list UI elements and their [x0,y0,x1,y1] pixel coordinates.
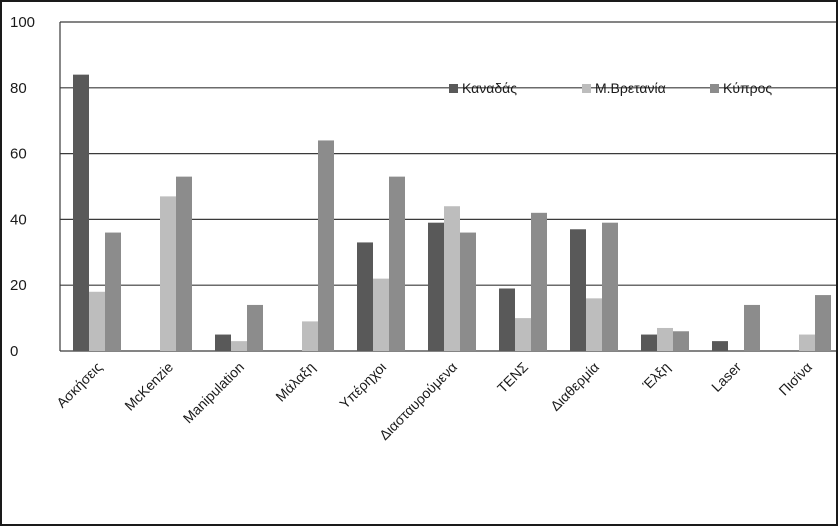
bar-2-11 [799,334,815,351]
bar-3-7 [531,212,547,351]
y-tick-label: 0 [10,343,18,360]
bar-1-10 [712,341,728,351]
x-tick-label: Manipulation [180,359,247,426]
x-tick-label: Πισίνα [775,359,815,399]
bar-1-9 [641,334,657,351]
bar-3-8 [602,222,618,351]
legend-swatch [449,84,458,93]
x-tick-label: Διασταυρούμενα [376,359,460,443]
x-tick-label: Υπέρηχοι [336,359,389,412]
bar-3-4 [318,140,334,351]
y-tick-label: 100 [10,14,35,31]
y-tick-label: 60 [10,146,27,163]
bar-1-1 [73,74,89,351]
bar-3-2 [176,176,192,351]
x-tick-label: Μάλαξη [272,359,318,405]
bar-3-10 [744,304,760,351]
bar-3-9 [673,331,689,351]
x-axis-ticks: Ασκήσεις McKenzie Manipulation Μάλαξη Υπέρηχ… [53,359,815,443]
x-tick-label: Laser [708,359,744,395]
x-tick-label: Έλξη [639,359,674,394]
bar-1-3 [215,334,231,351]
x-tick-label: McKenzie [121,359,176,414]
y-tick-label: 80 [10,80,27,97]
bar-2-1 [89,291,105,351]
bar-2-8 [586,298,602,351]
bar-2-7 [515,318,531,351]
legend: Καναδάς Μ.Βρετανία Κύπρος [449,80,772,96]
legend-label: Καναδάς [462,80,517,96]
bar-2-2 [160,196,176,351]
bar-3-1 [105,232,121,351]
bar-2-5 [373,278,389,351]
legend-swatch [710,84,719,93]
bar-1-5 [357,242,373,351]
y-tick-label: 40 [10,211,27,228]
bar-3-3 [247,304,263,351]
x-tick-label: ΤΕΝΣ [494,359,531,396]
legend-label: Μ.Βρετανία [595,80,666,96]
x-tick-label: Ασκήσεις [53,359,105,411]
y-axis-ticks: 0 20 40 60 80 100 [10,14,35,360]
bar-1-6 [428,222,444,351]
bar-2-9 [657,327,673,351]
bars [73,74,831,351]
bar-3-6 [460,232,476,351]
bar-2-3 [231,341,247,351]
bar-2-4 [302,321,318,351]
bar-3-5 [389,176,405,351]
legend-swatch [582,84,591,93]
legend-label: Κύπρος [723,80,772,96]
x-tick-label: Διαθερμία [547,359,602,414]
y-tick-label: 20 [10,277,27,294]
bar-1-7 [499,288,515,351]
bar-1-8 [570,229,586,351]
bar-3-11 [815,295,831,351]
bar-2-6 [444,206,460,351]
